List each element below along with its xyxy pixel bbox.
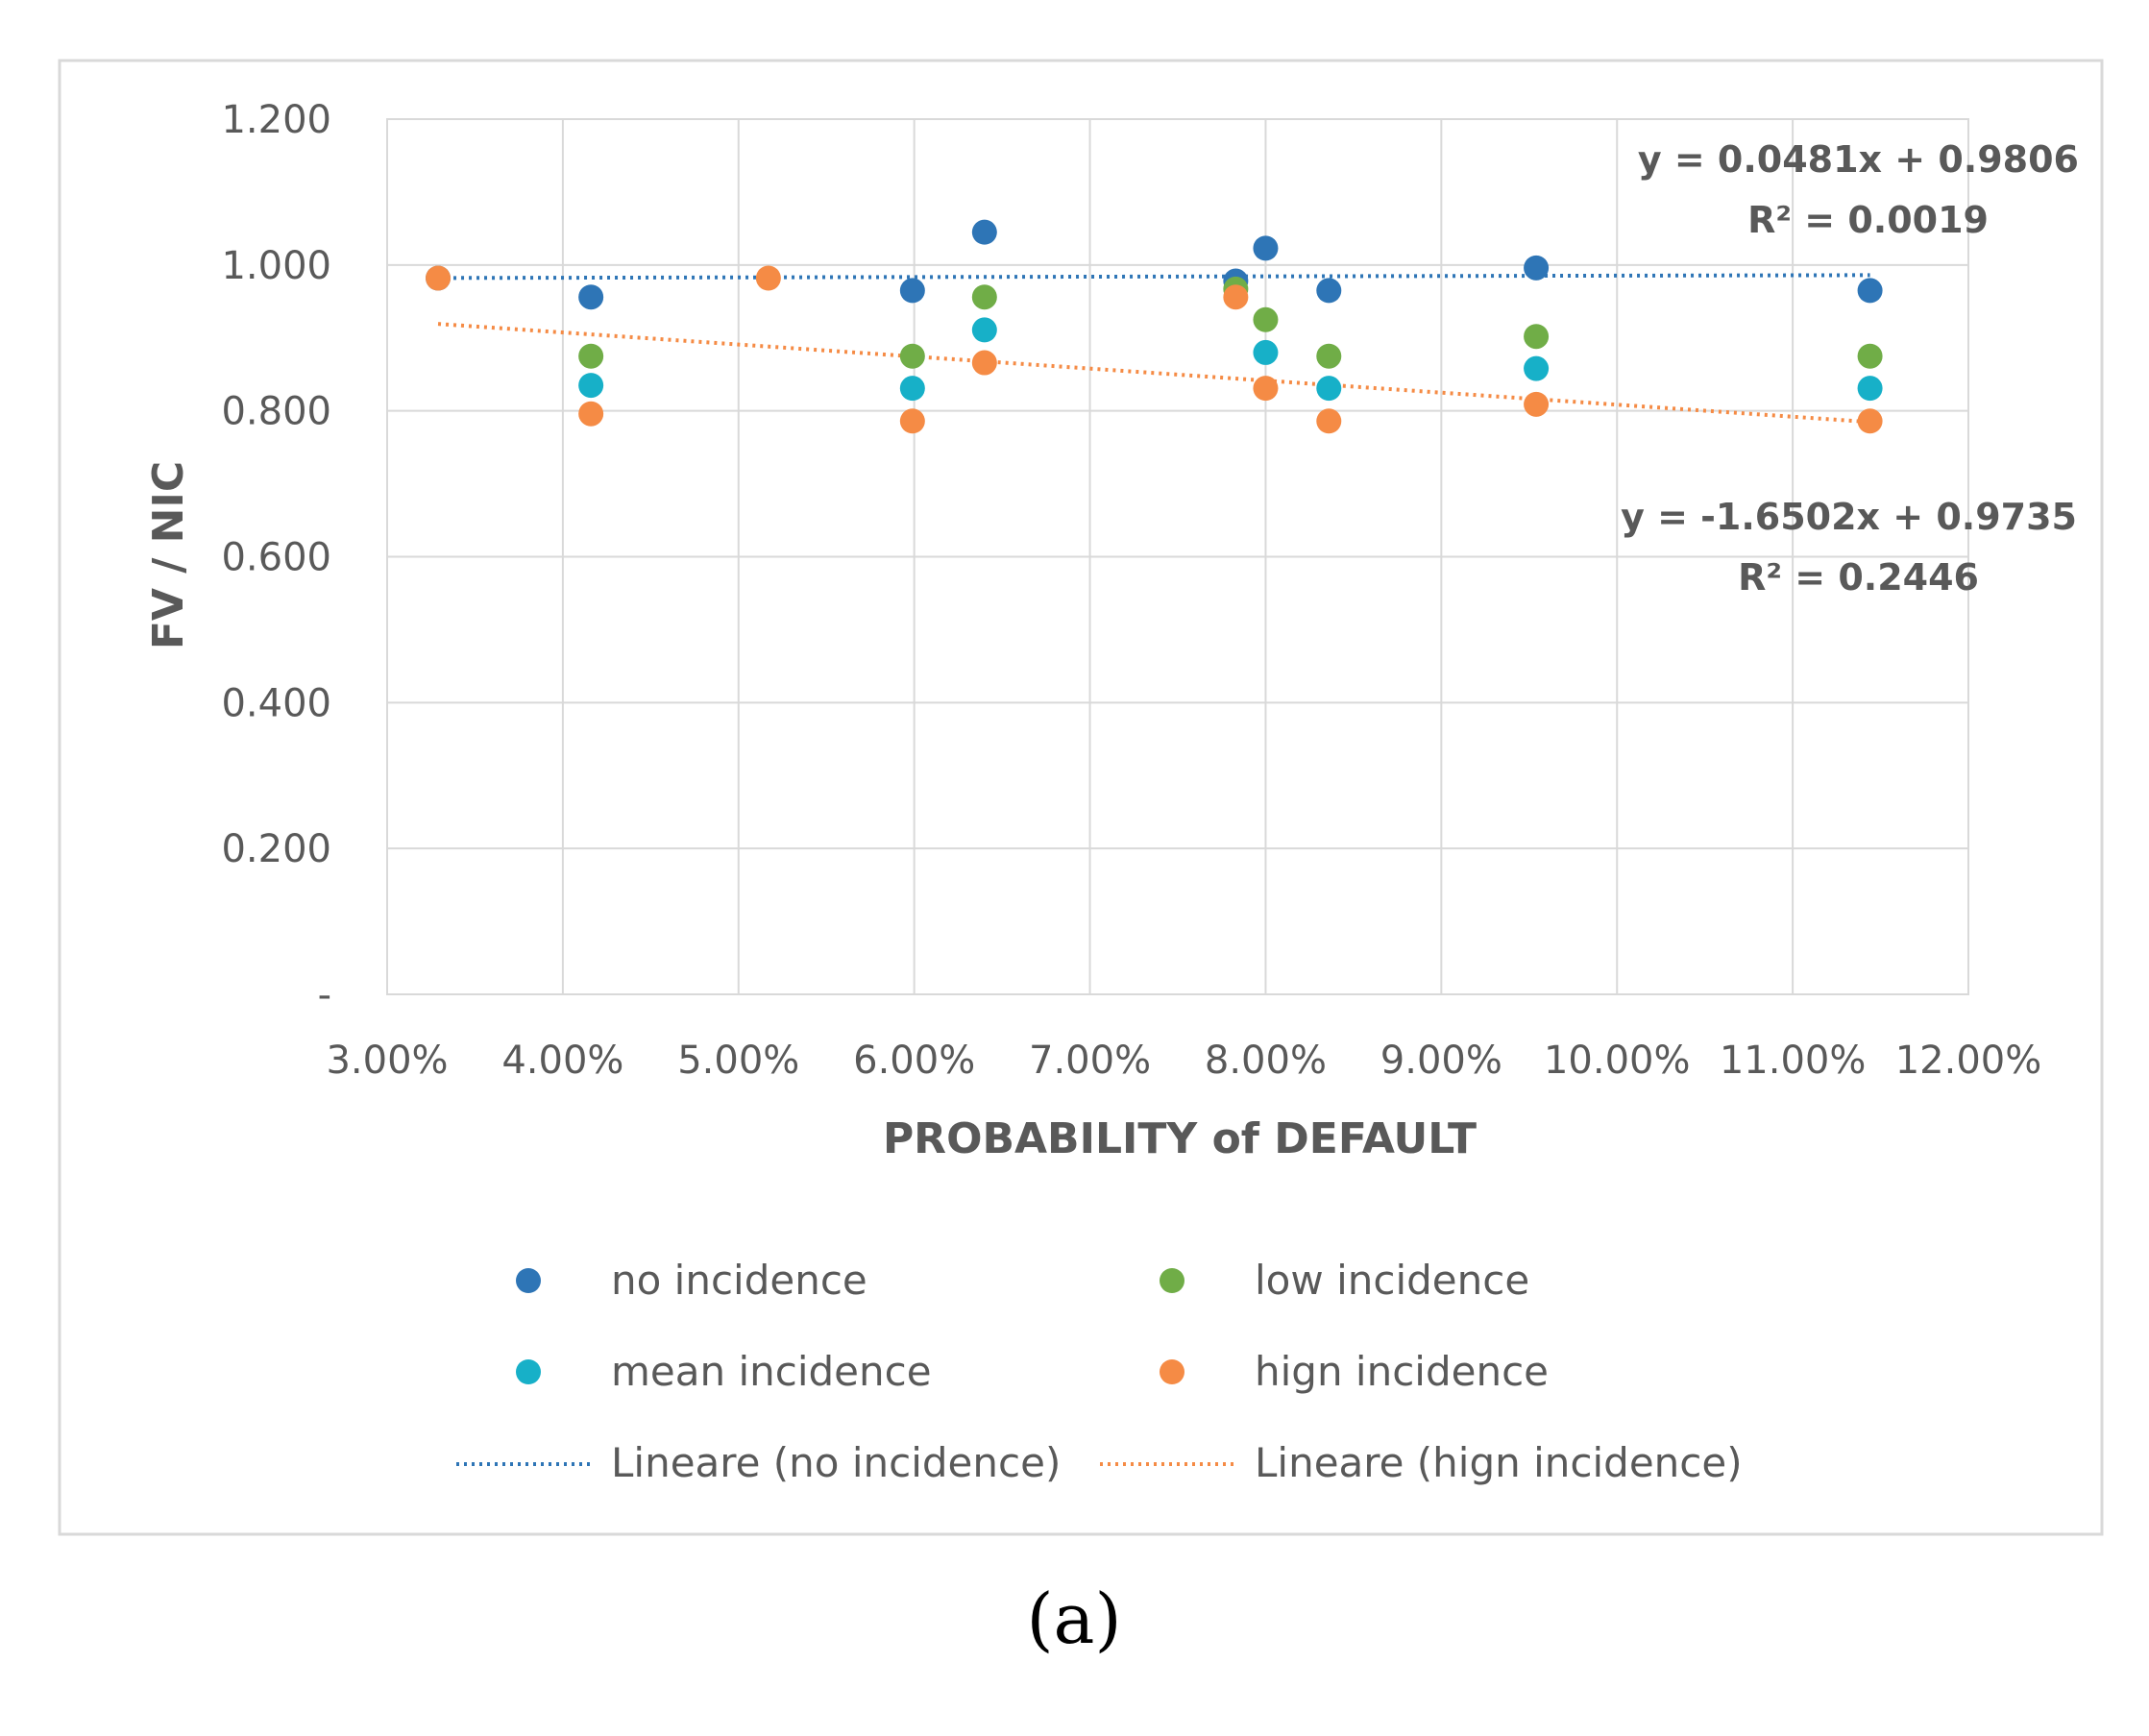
trendline [438,273,1870,281]
gridlines [386,118,1969,995]
chart-frame [58,59,2104,1536]
data-points [426,219,1883,434]
data-point [899,343,925,369]
trendline [437,322,1870,425]
y-tick-label: 0.400 [221,681,331,725]
y-tick-labels: - 0.200 0.400 0.600 0.800 1.000 1.200 [221,98,331,1017]
data-point [1253,235,1279,261]
y-tick-label: 1.000 [221,244,331,288]
data-point [1316,343,1342,369]
x-axis-title: PROBABILITY of DEFAULT [883,1114,1477,1163]
data-point [1524,255,1550,281]
x-tick-label: 7.00% [1029,1039,1151,1083]
data-point [1316,408,1342,434]
data-point [1524,324,1550,350]
x-tick-label: 4.00% [501,1039,623,1083]
data-point [578,401,604,427]
data-point [1253,306,1279,332]
legend-label-lineare-hign-incidence: Lineare (hign incidence) [1255,1439,1743,1486]
data-point [1223,284,1249,310]
data-point [1316,376,1342,402]
data-point [899,408,925,434]
legend-label-hign-incidence: hign incidence [1255,1348,1549,1395]
data-point [578,343,604,369]
data-point [971,317,997,343]
data-point [1524,391,1550,417]
y-tick-label: - [318,973,331,1017]
x-tick-label: 3.00% [326,1039,448,1083]
x-tick-label: 11.00% [1720,1039,1867,1083]
legend-label-low-incidence: low incidence [1255,1257,1529,1304]
data-point [426,265,452,291]
legend-label-no-incidence: no incidence [611,1257,867,1304]
data-point [971,219,997,245]
legend-label-mean-incidence: mean incidence [611,1348,932,1395]
x-tick-labels: 3.00% 4.00% 5.00% 6.00% 7.00% 8.00% 9.00% 10.00… [326,1039,2041,1083]
x-tick-label: 6.00% [853,1039,975,1083]
data-point [1857,278,1883,304]
x-tick-label: 9.00% [1380,1039,1502,1083]
legend-label-lineare-no-incidence: Lineare (no incidence) [611,1439,1061,1486]
trendline-no-incidence-equation: y = 0.0481x + 0.9806 [1638,138,2079,181]
x-tick-label: 8.00% [1205,1039,1327,1083]
data-point [1316,278,1342,304]
y-tick-label: 0.200 [221,827,331,871]
data-point [1524,355,1550,381]
data-point [1857,408,1883,434]
data-point [971,284,997,310]
data-point [1857,343,1883,369]
data-point [899,278,925,304]
legend-marker-mean-incidence [516,1359,541,1384]
legend-marker-low-incidence [1160,1268,1184,1293]
data-point [578,373,604,399]
y-tick-label: 0.800 [221,390,331,434]
trendline-no-incidence-r2: R² = 0.0019 [1747,199,1989,241]
data-point [1253,339,1279,365]
data-point [755,265,781,291]
trendline-hign-incidence-equation: y = -1.6502x + 0.9735 [1621,496,2077,538]
trendlines [437,273,1870,425]
data-point [1857,376,1883,402]
data-point [1253,376,1279,402]
data-point [578,284,604,310]
legend: no incidence low incidence mean incidenc… [456,1257,1743,1486]
y-tick-label: 0.600 [221,536,331,580]
x-tick-label: 12.00% [1895,1039,2042,1083]
y-tick-label: 1.200 [221,98,331,142]
y-axis-title: FV / NIC [144,461,193,649]
x-tick-label: 10.00% [1544,1039,1691,1083]
data-point [899,376,925,402]
legend-marker-hign-incidence [1160,1359,1184,1384]
data-point [971,350,997,376]
x-tick-label: 5.00% [677,1039,799,1083]
trendline-hign-incidence-r2: R² = 0.2446 [1738,556,1979,599]
figure-caption: (a) [1026,1578,1121,1659]
legend-marker-no-incidence [516,1268,541,1293]
